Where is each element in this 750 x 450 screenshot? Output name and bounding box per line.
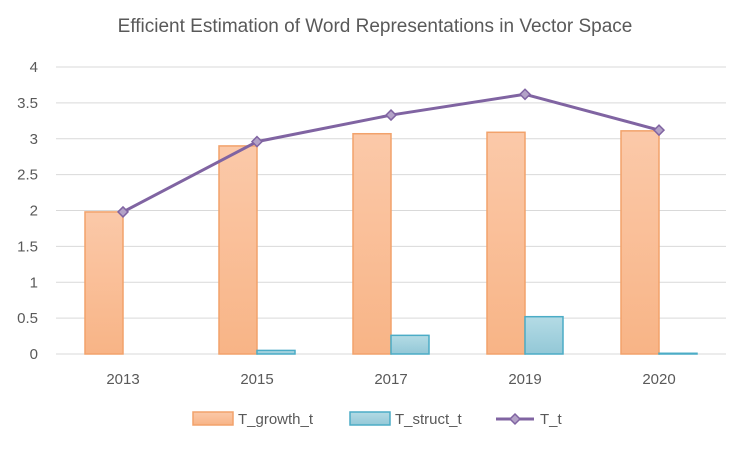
bar-t-struct-t: [256, 349, 296, 355]
chart-title: Efficient Estimation of Word Representat…: [117, 16, 633, 37]
legend-marker: [508, 412, 522, 426]
legend-swatch: [192, 411, 234, 426]
bar-t-growth-t: [352, 132, 392, 355]
y-tick-label: 0.5: [17, 310, 38, 327]
legend-label: T_t: [540, 411, 563, 428]
bar-layer: [84, 130, 698, 355]
x-axis-ticks: 2013 2015 2017 2019 2020: [106, 371, 675, 388]
legend: T_growth_t T_struct_t T_t: [192, 411, 563, 428]
line-point-marker: [518, 88, 532, 101]
y-tick-label: 2: [30, 203, 38, 220]
y-tick-label: 2.5: [17, 167, 38, 184]
y-tick-label: 4: [30, 59, 38, 76]
x-tick-label: 2015: [240, 371, 273, 388]
y-axis-ticks: 0 0.5 1 1.5 2 2.5 3 3.5 4: [17, 59, 38, 363]
x-tick-label: 2019: [508, 371, 541, 388]
bar-t-growth-t: [486, 131, 526, 355]
legend-swatch: [349, 411, 391, 426]
y-tick-label: 1: [30, 274, 38, 291]
y-tick-label: 3.5: [17, 95, 38, 112]
bar-t-struct-t: [658, 352, 698, 355]
y-tick-label: 1.5: [17, 238, 38, 255]
y-tick-label: 0: [30, 346, 38, 363]
line-point-marker: [116, 205, 130, 218]
line-point-marker: [250, 135, 264, 148]
x-tick-label: 2013: [106, 371, 139, 388]
y-tick-label: 3: [30, 131, 38, 148]
line-point-marker: [652, 124, 666, 137]
line-layer: [116, 88, 666, 218]
bar-t-struct-t: [390, 334, 430, 355]
line-point-marker: [384, 109, 398, 122]
bar-t-growth-t: [620, 130, 660, 355]
legend-label: T_growth_t: [238, 411, 314, 428]
bar-t-growth-t: [84, 211, 124, 355]
x-tick-label: 2017: [374, 371, 407, 388]
x-tick-label: 2020: [642, 371, 675, 388]
bar-t-growth-t: [218, 145, 258, 355]
bar-t-struct-t: [524, 315, 564, 355]
legend-label: T_struct_t: [395, 411, 463, 428]
